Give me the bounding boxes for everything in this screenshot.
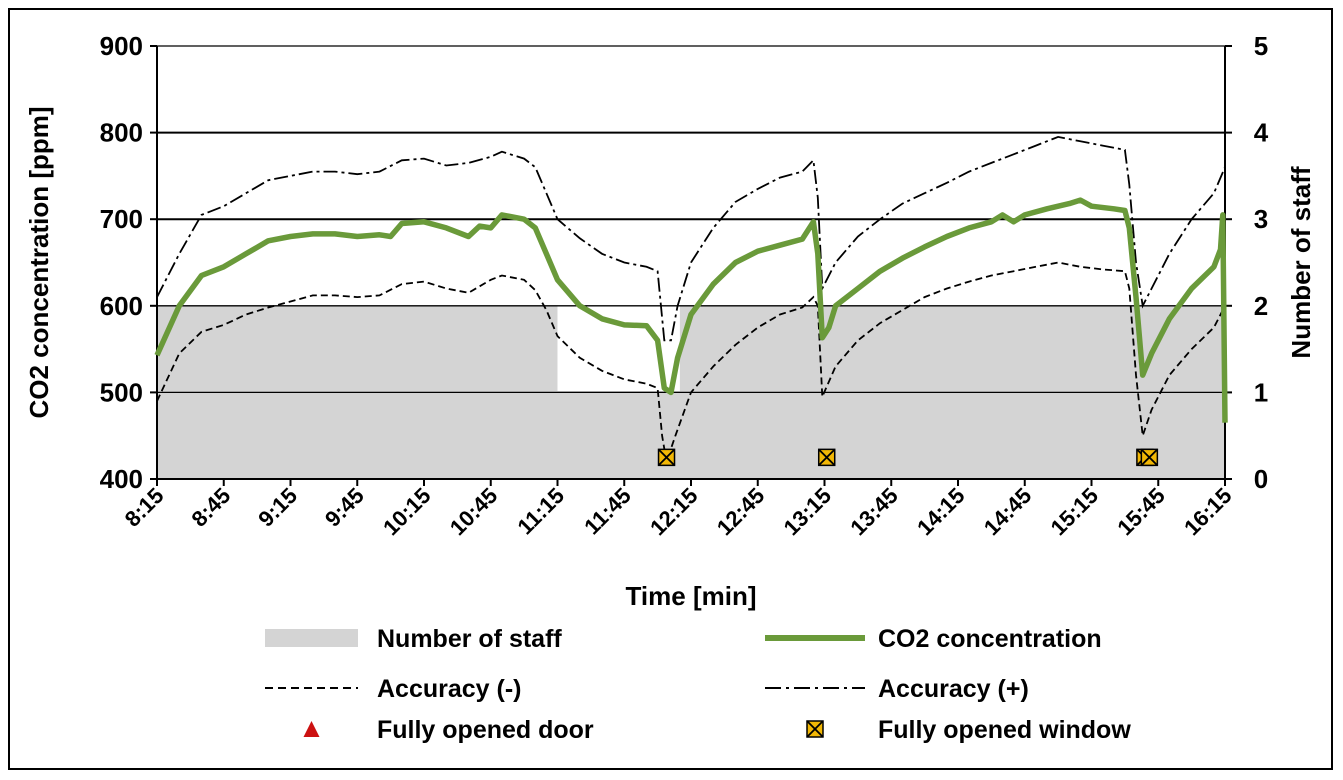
legend-label: Number of staff xyxy=(377,625,562,653)
x-tick-label: 10:45 xyxy=(445,483,502,540)
legend-item: Accuracy (+) xyxy=(765,675,1029,703)
x-tick-label: 11:15 xyxy=(512,483,569,540)
x-tick-label: 8:45 xyxy=(186,483,235,532)
window-marker xyxy=(1140,448,1159,467)
x-tick-label: 16:15 xyxy=(1179,483,1236,540)
legend-label: Fully opened window xyxy=(878,716,1131,744)
legend-label: Fully opened door xyxy=(377,716,594,744)
window-marker-cross xyxy=(657,448,676,466)
y-tick-label: 700 xyxy=(100,204,143,234)
x-tick-label: 14:15 xyxy=(912,483,969,540)
y2-tick-label: 4 xyxy=(1254,118,1269,148)
legend-item: CO2 concentration xyxy=(765,625,1102,653)
y-tick-label: 900 xyxy=(100,31,143,61)
y-tick-label: 800 xyxy=(100,118,143,148)
x-tick-label: 9:45 xyxy=(320,483,369,532)
legend-item: Fully opened window xyxy=(806,716,1131,744)
x-tick-label: 13:45 xyxy=(845,483,902,540)
legend-label: CO2 concentration xyxy=(878,625,1102,653)
x-tick-label: 15:45 xyxy=(1112,483,1169,540)
y2-tick-label: 3 xyxy=(1254,204,1268,234)
x-tick-label: 12:45 xyxy=(712,483,769,540)
y-tick-label: 500 xyxy=(100,377,143,407)
series-co2 xyxy=(154,197,1228,423)
y2-axis-title: Number of staff xyxy=(1286,166,1316,358)
legend-label: Accuracy (+) xyxy=(878,675,1029,703)
y-tick-label: 600 xyxy=(100,291,143,321)
x-tick-label: 11:45 xyxy=(579,483,636,540)
series-accuracy-minus xyxy=(156,261,1226,462)
legend-item: Accuracy (-) xyxy=(265,675,522,703)
y2-tick-label: 1 xyxy=(1254,377,1268,407)
x-tick-label: 14:45 xyxy=(979,483,1036,540)
y2-tick-label: 5 xyxy=(1254,31,1268,61)
window-marker-cross xyxy=(818,448,836,466)
x-axis-title: Time [min] xyxy=(626,581,757,611)
window-marker xyxy=(806,720,824,738)
y2-tick-label: 0 xyxy=(1254,464,1268,494)
legend-label: Accuracy (-) xyxy=(377,675,522,703)
legend-item: Fully opened door xyxy=(303,716,594,744)
x-tick-label: 13:15 xyxy=(779,483,836,540)
window-marker-cross xyxy=(1140,448,1158,466)
x-tick-label: 9:15 xyxy=(253,483,302,532)
y-tick-label: 400 xyxy=(100,464,143,494)
legend-item: Number of staff xyxy=(265,625,562,653)
x-tick-label: 15:15 xyxy=(1046,483,1103,540)
series-accuracy-plus xyxy=(156,135,1226,342)
legend-swatch-door xyxy=(303,721,320,737)
legend: Number of staff CO2 concentration Accuracy… xyxy=(265,625,1131,744)
window-marker xyxy=(657,448,676,467)
y-axis-title: CO2 concentration [ppm] xyxy=(24,106,54,418)
x-tick-label: 12:15 xyxy=(645,483,702,540)
legend-swatch-staff xyxy=(265,629,358,647)
window-marker-cross xyxy=(806,720,824,738)
x-tick-label: 10:15 xyxy=(378,483,435,540)
window-marker xyxy=(817,448,836,467)
y2-tick-label: 2 xyxy=(1254,291,1268,321)
